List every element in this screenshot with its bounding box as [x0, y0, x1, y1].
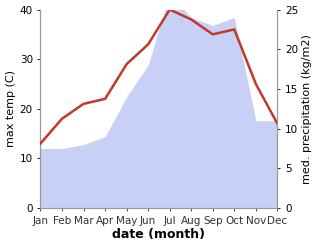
X-axis label: date (month): date (month)	[113, 228, 205, 242]
Y-axis label: max temp (C): max temp (C)	[5, 70, 16, 147]
Y-axis label: med. precipitation (kg/m2): med. precipitation (kg/m2)	[302, 34, 313, 184]
